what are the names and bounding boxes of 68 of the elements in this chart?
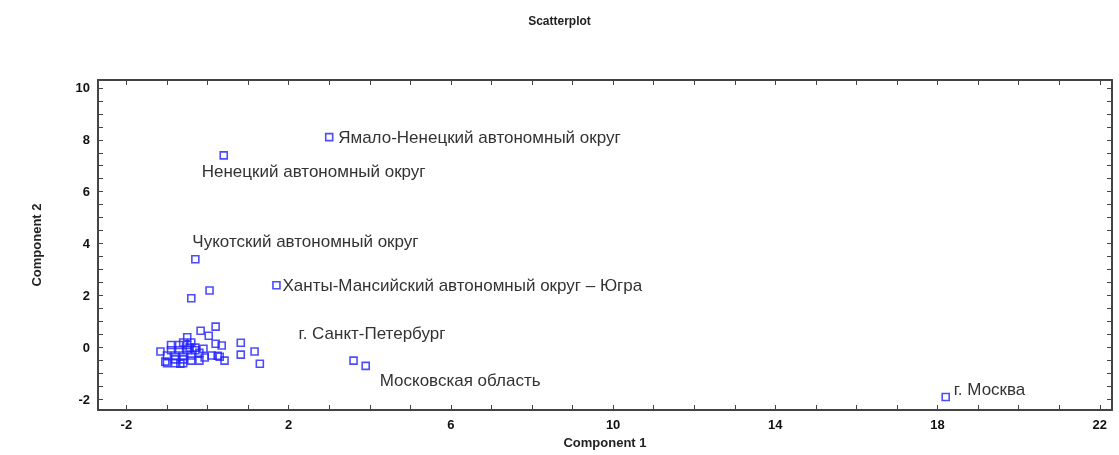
y-tick-label: 2 bbox=[82, 288, 90, 304]
point bbox=[941, 392, 950, 402]
point bbox=[236, 350, 246, 359]
point bbox=[250, 347, 259, 356]
point bbox=[255, 359, 265, 369]
point bbox=[191, 343, 200, 352]
point bbox=[204, 331, 214, 340]
point bbox=[178, 338, 188, 347]
point bbox=[186, 293, 196, 303]
x-tick-label: 6 bbox=[447, 417, 455, 432]
point bbox=[211, 322, 220, 331]
point bbox=[170, 351, 180, 360]
point bbox=[324, 132, 334, 142]
point bbox=[156, 347, 165, 356]
x-tick-label: 22 bbox=[1092, 417, 1108, 432]
x-tick-label: -2 bbox=[120, 417, 133, 432]
point bbox=[220, 356, 229, 365]
y-tick-label: 0 bbox=[82, 340, 90, 356]
point bbox=[219, 151, 229, 160]
point bbox=[178, 358, 188, 368]
x-tick-label: 2 bbox=[285, 417, 293, 432]
point bbox=[162, 351, 172, 360]
annotation: Ямало-Ненецкий автономный округ bbox=[338, 127, 621, 147]
annotation: Московская область bbox=[379, 371, 541, 391]
point bbox=[174, 345, 184, 355]
annotation: г. Москва bbox=[953, 379, 1026, 399]
point bbox=[186, 351, 196, 360]
x-tick-label: 10 bbox=[605, 417, 621, 432]
point bbox=[205, 286, 214, 295]
annotation: г. Санкт-Петербург bbox=[298, 324, 446, 344]
point bbox=[349, 356, 358, 365]
y-tick-label: 6 bbox=[82, 184, 90, 200]
y-tick-label: 10 bbox=[75, 80, 90, 96]
chart-title: Scatterplot bbox=[528, 14, 591, 28]
annotation: Ханты-Мансийский автономный округ – Югра bbox=[282, 275, 643, 295]
point bbox=[361, 361, 370, 371]
point bbox=[211, 339, 220, 349]
point bbox=[191, 254, 200, 264]
annotation: Чукотский автономный округ bbox=[192, 231, 419, 251]
y-axis-title: Component 2 bbox=[29, 203, 44, 287]
x-tick-label: 14 bbox=[768, 417, 784, 432]
point bbox=[170, 355, 180, 364]
point bbox=[195, 356, 204, 365]
point bbox=[236, 338, 246, 347]
point bbox=[166, 345, 176, 355]
point bbox=[217, 341, 227, 350]
point bbox=[200, 353, 209, 362]
x-axis-title: Component 1 bbox=[563, 434, 647, 450]
point bbox=[176, 359, 185, 369]
point bbox=[199, 344, 208, 353]
y-tick-label: 8 bbox=[82, 132, 90, 148]
point bbox=[207, 351, 216, 360]
y-tick-label: 4 bbox=[82, 236, 91, 252]
point bbox=[178, 351, 188, 360]
point bbox=[182, 332, 192, 342]
point bbox=[186, 338, 196, 347]
point bbox=[272, 280, 281, 290]
x-tick-label: 18 bbox=[930, 417, 945, 432]
point bbox=[186, 356, 196, 365]
y-tick-label: -2 bbox=[78, 392, 90, 408]
point bbox=[195, 348, 204, 358]
point bbox=[196, 326, 205, 336]
point bbox=[178, 355, 188, 364]
point bbox=[170, 358, 180, 368]
annotation: Ненецкий автономный округ bbox=[201, 161, 426, 181]
point bbox=[191, 345, 200, 355]
point bbox=[174, 340, 184, 350]
point bbox=[166, 340, 176, 350]
